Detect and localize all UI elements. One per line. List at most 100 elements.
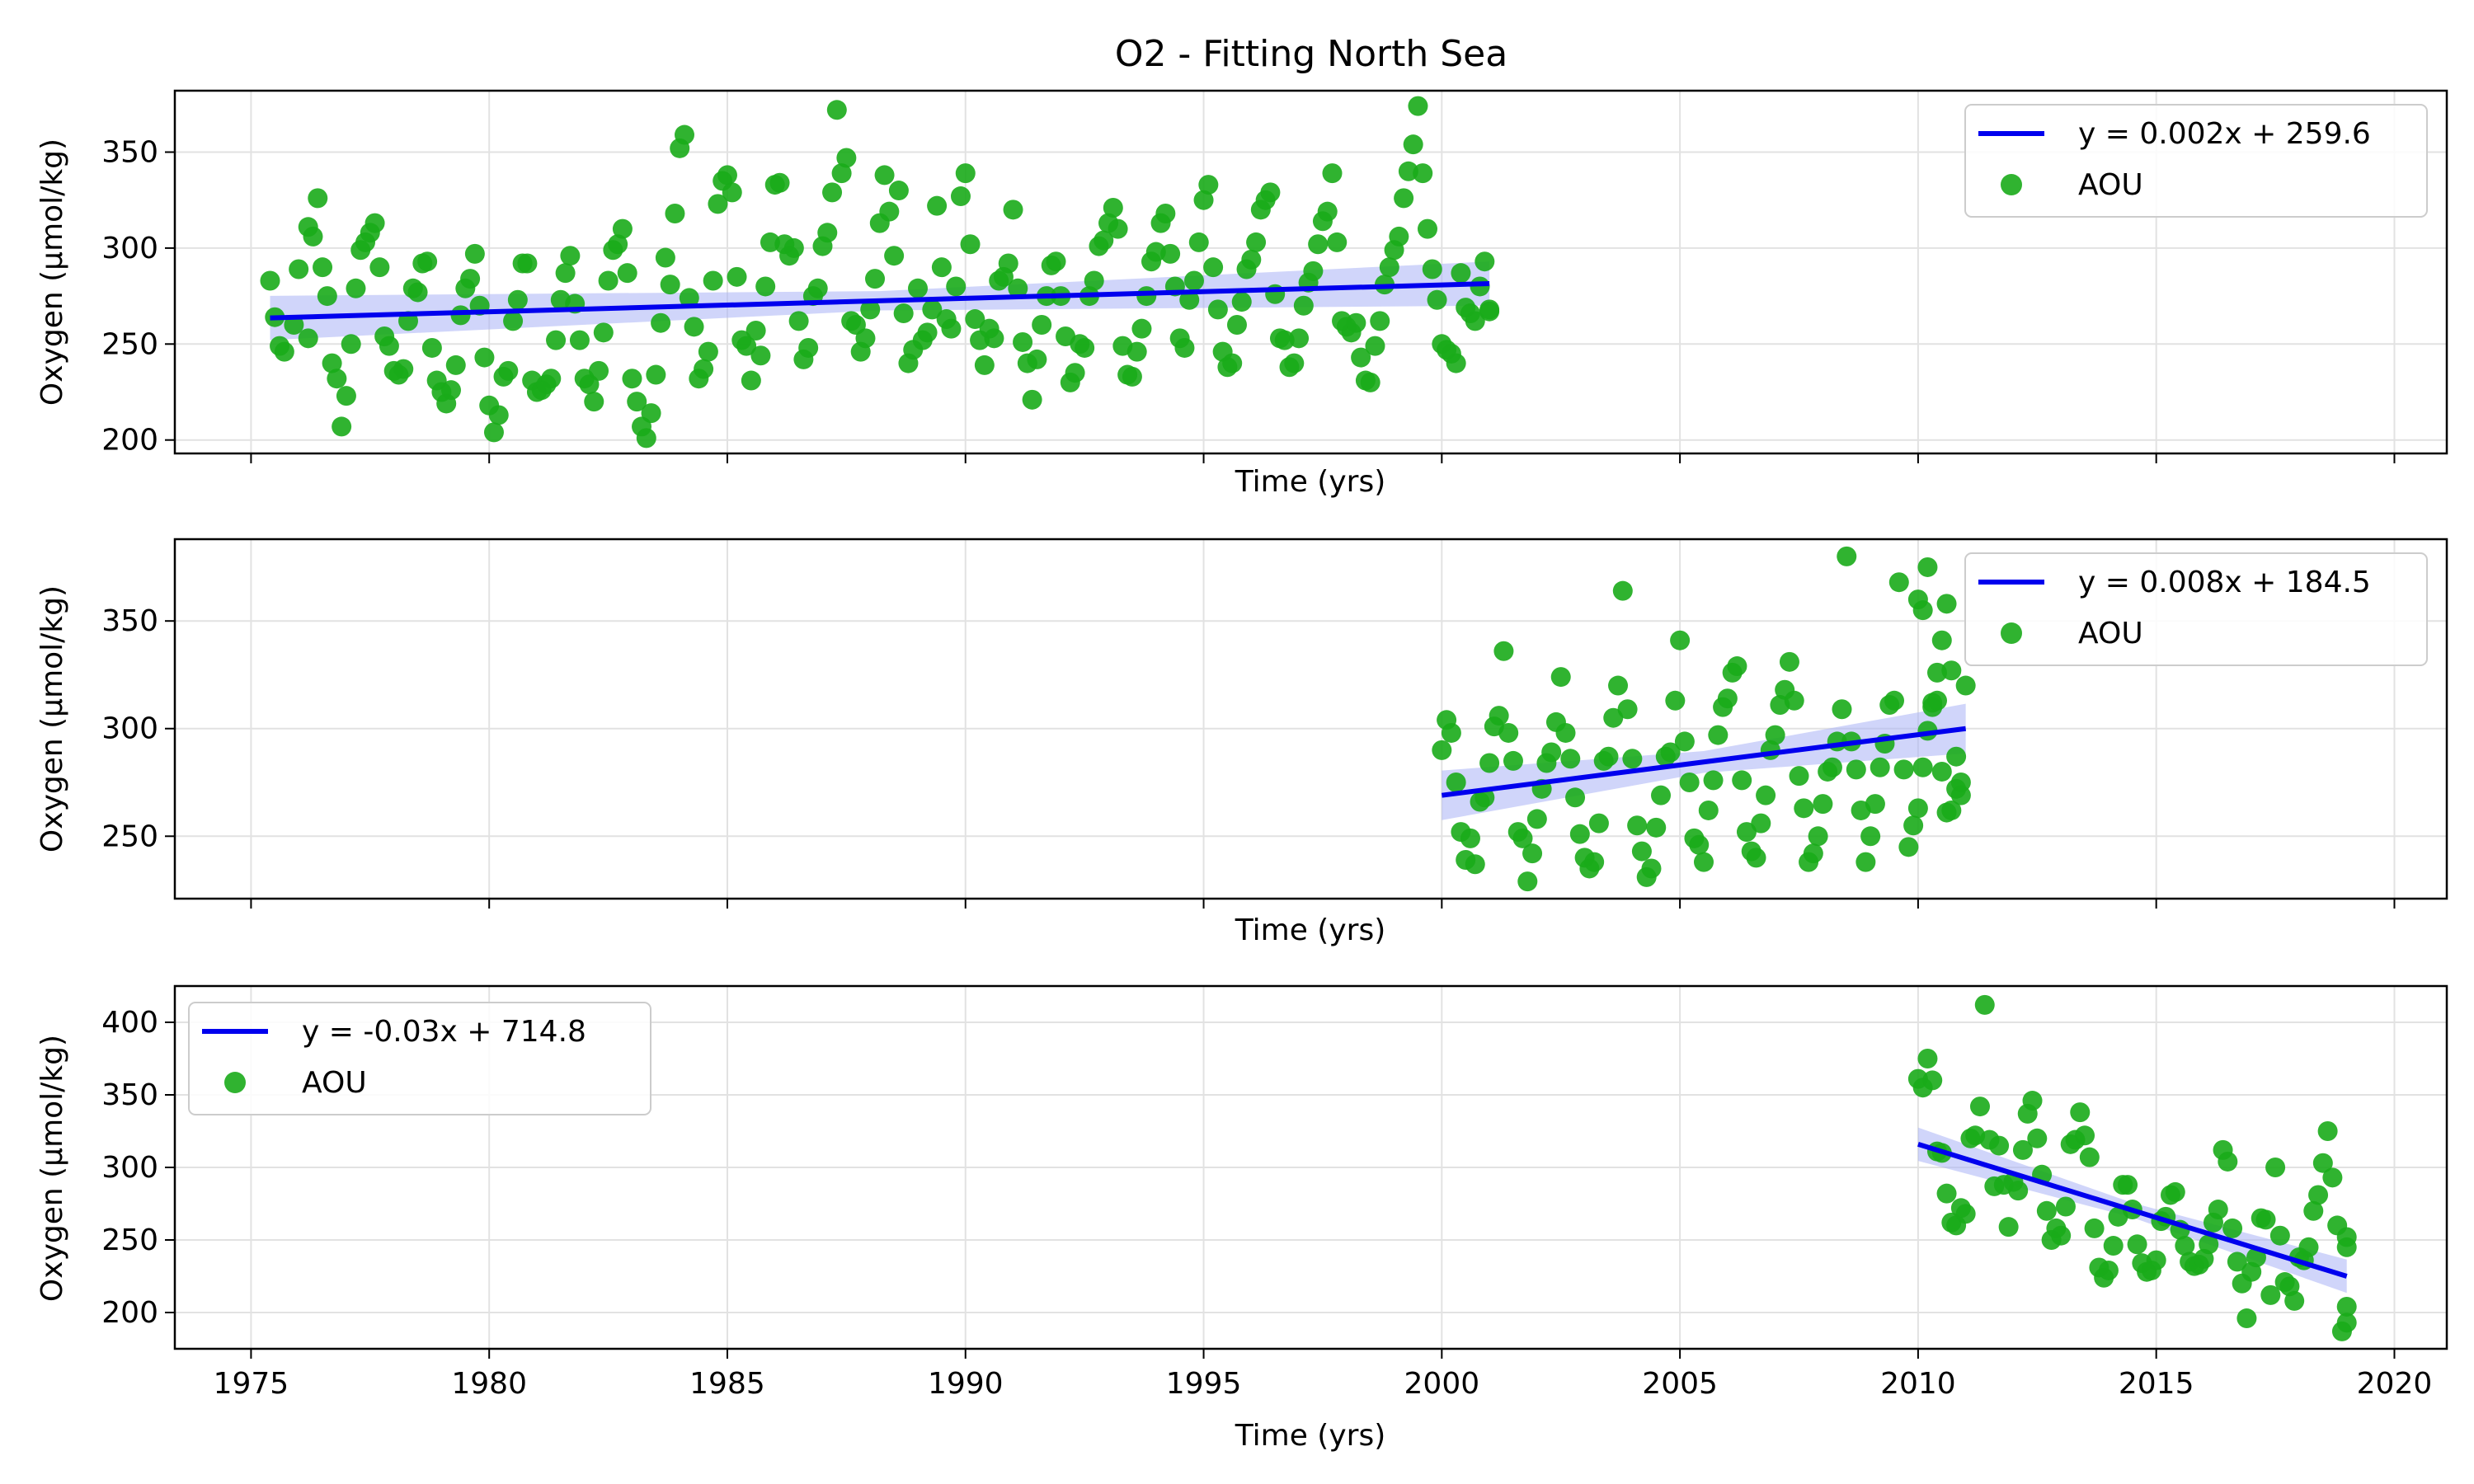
data-point: [2084, 1218, 2105, 1238]
data-point: [2199, 1234, 2219, 1255]
data-point: [2079, 1147, 2100, 1167]
data-point: [946, 276, 967, 297]
data-point: [865, 269, 886, 289]
data-point: [1751, 813, 1771, 834]
regression-line: [1917, 1141, 2348, 1279]
data-point: [1370, 311, 1390, 331]
data-point: [298, 328, 318, 349]
y-tick-label: 350: [101, 1078, 158, 1112]
data-point: [1765, 725, 1785, 745]
data-point: [2118, 1175, 2138, 1195]
data-point: [1917, 1049, 1938, 1068]
data-point: [984, 328, 1004, 349]
data-point: [483, 422, 504, 443]
data-point: [1888, 572, 1909, 593]
data-point: [2070, 1102, 2091, 1123]
data-point: [1974, 994, 1995, 1015]
data-point: [2255, 1209, 2276, 1230]
data-point: [665, 203, 685, 223]
data-point: [1912, 600, 1933, 621]
y-tick-label: 300: [101, 232, 158, 265]
subplot-2-ylabel: Oxygen (µmol/kg): [35, 585, 69, 852]
data-point: [1736, 822, 1757, 843]
data-point: [641, 403, 661, 424]
data-point: [917, 322, 938, 343]
data-point: [1094, 230, 1114, 251]
data-point: [831, 163, 852, 184]
data-point: [1379, 257, 1399, 278]
data-point: [1931, 761, 1952, 782]
data-point: [1522, 843, 1543, 864]
data-point: [708, 194, 728, 214]
data-point: [346, 278, 366, 298]
data-point: [417, 251, 438, 272]
data-point: [1003, 200, 1023, 220]
x-tick-label: 1985: [689, 1367, 765, 1401]
data-point: [2175, 1236, 2195, 1256]
data-point: [1303, 261, 1324, 281]
data-point: [1698, 800, 1719, 820]
data-point: [474, 347, 495, 368]
data-point: [874, 165, 895, 186]
data-point: [365, 213, 385, 233]
data-point: [1893, 759, 1914, 780]
axes-frame: [173, 89, 2448, 455]
legend-point-swatch: [224, 1072, 246, 1093]
data-point: [1027, 349, 1047, 369]
y-tick-label: 350: [101, 135, 158, 169]
data-point: [908, 278, 929, 298]
data-point: [965, 309, 985, 330]
data-point: [498, 360, 519, 381]
data-point: [888, 181, 909, 201]
data-point: [1541, 742, 1562, 763]
data-point: [1717, 688, 1738, 709]
data-point: [555, 263, 576, 284]
data-point: [1907, 798, 1928, 819]
data-point: [950, 186, 971, 207]
subplot-3: 200 250 300 350 400 1975 1980 1985 1990 1995 2000 2…: [35, 984, 2448, 1453]
data-point: [2208, 1200, 2228, 1220]
subplot-2-legend-fit-label: y = 0.008x + 184.5: [2078, 566, 2371, 599]
data-point: [1207, 299, 1228, 320]
data-point: [1903, 815, 1924, 836]
data-point: [464, 243, 485, 264]
data-point: [507, 289, 528, 310]
data-point: [1136, 286, 1157, 307]
data-point: [1784, 690, 1804, 711]
subplot-2-legend-markers: [1964, 552, 2428, 666]
data-point: [336, 386, 356, 406]
data-point: [1246, 232, 1267, 252]
data-point: [1193, 190, 1214, 210]
y-tick-label: 350: [101, 604, 158, 638]
data-point: [884, 246, 905, 266]
data-point: [1222, 353, 1243, 373]
data-point: [2008, 1181, 2029, 1201]
data-point: [1517, 871, 1538, 892]
x-tick-label: 1990: [928, 1367, 1004, 1401]
data-point: [655, 247, 675, 268]
data-point: [284, 315, 304, 336]
data-point: [741, 370, 761, 391]
x-tick-label: 2010: [1880, 1367, 1956, 1401]
data-point: [2312, 1153, 2333, 1173]
data-point: [727, 266, 747, 287]
data-point: [2012, 1139, 2033, 1160]
data-point: [617, 263, 637, 284]
data-point: [1160, 243, 1181, 264]
data-point: [2336, 1227, 2357, 1247]
data-point: [1584, 852, 1605, 872]
data-point: [1526, 809, 1547, 829]
subplot-1-legend-markers: [1964, 104, 2428, 218]
data-point: [1565, 787, 1586, 808]
data-point: [1260, 182, 1281, 203]
data-point: [1327, 232, 1348, 252]
data-point: [1588, 813, 1609, 834]
data-point: [1679, 773, 1700, 793]
data-point: [274, 341, 294, 362]
subplot-3-legend-points-label: AOU: [302, 1066, 367, 1100]
data-point: [445, 355, 466, 375]
data-point: [598, 270, 618, 291]
subplot-3-legend: y = -0.03x + 714.8 AOU: [188, 1002, 651, 1115]
data-point: [1512, 828, 1533, 848]
data-point: [1188, 232, 1209, 252]
